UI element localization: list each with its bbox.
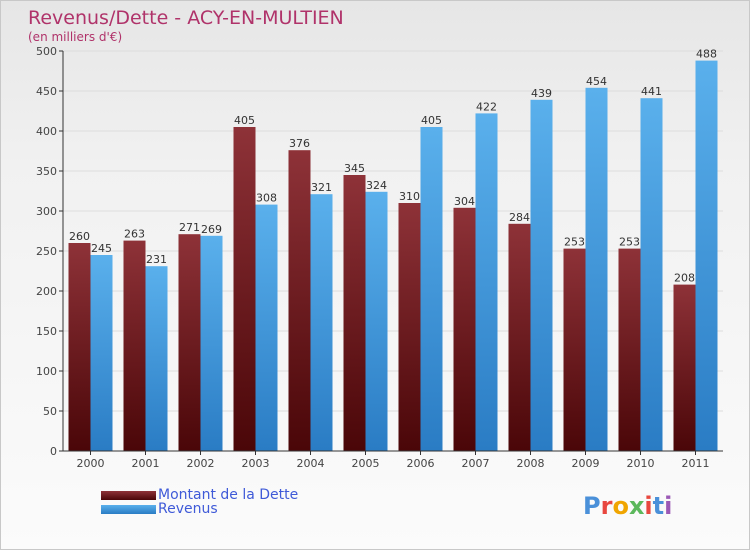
bar-dette-2007 <box>453 207 476 451</box>
data-label-dette-2011: 208 <box>674 272 695 285</box>
data-label-revenus-2009: 454 <box>586 75 607 88</box>
bar-revenus-2007 <box>475 113 498 452</box>
data-label-revenus-2003: 308 <box>256 192 277 205</box>
y-tick-label: 350 <box>36 165 57 178</box>
y-tick-label: 200 <box>36 285 57 298</box>
logo-letter: i <box>644 492 653 520</box>
data-label-dette-2000: 260 <box>69 230 90 243</box>
logo-letter: i <box>664 492 673 520</box>
data-label-dette-2006: 310 <box>399 190 420 203</box>
data-label-revenus-2008: 439 <box>531 87 552 100</box>
y-tick-label: 150 <box>36 325 57 338</box>
data-label-revenus-2002: 269 <box>201 223 222 236</box>
x-tick-label: 2008 <box>517 457 545 470</box>
logo-letter: r <box>600 492 613 520</box>
data-label-dette-2001: 263 <box>124 228 145 241</box>
x-tick-label: 2010 <box>627 457 655 470</box>
x-tick-label: 2007 <box>462 457 490 470</box>
x-tick-label: 2005 <box>352 457 380 470</box>
bar-revenus-2004 <box>310 194 333 451</box>
y-tick-label: 400 <box>36 125 57 138</box>
bar-revenus-2011 <box>695 60 718 451</box>
y-tick-label: 0 <box>50 445 57 458</box>
logo-letter: P <box>583 492 601 520</box>
bar-revenus-2005 <box>365 191 388 452</box>
y-tick-label: 450 <box>36 85 57 98</box>
y-tick-label: 100 <box>36 365 57 378</box>
legend-item-dette: Montant de la Dette <box>101 487 299 503</box>
x-tick-label: 2001 <box>132 457 160 470</box>
y-tick-label: 500 <box>36 45 57 58</box>
bar-revenus-2008 <box>530 99 553 452</box>
data-label-dette-2007: 304 <box>454 195 475 208</box>
bar-revenus-2010 <box>640 98 663 451</box>
bar-revenus-2003 <box>255 204 278 451</box>
bar-dette-2003 <box>233 127 256 451</box>
bar-revenus-2006 <box>420 127 443 451</box>
y-tick-label: 50 <box>43 405 57 418</box>
bar-dette-2011 <box>673 284 696 451</box>
x-tick-label: 2003 <box>242 457 270 470</box>
bar-revenus-2001 <box>145 266 168 451</box>
data-label-revenus-2011: 488 <box>696 48 717 61</box>
data-label-dette-2009: 253 <box>564 236 585 249</box>
data-label-dette-2002: 271 <box>179 221 200 234</box>
proxiti-logo: Proxiti <box>583 492 672 520</box>
bar-dette-2002 <box>178 234 201 451</box>
legend-swatch-dette <box>101 490 156 500</box>
legend-label-dette: Montant de la Dette <box>158 487 299 503</box>
data-label-dette-2003: 405 <box>234 114 255 127</box>
logo-letter: o <box>612 492 629 520</box>
bar-revenus-2002 <box>200 235 223 451</box>
data-label-revenus-2007: 422 <box>476 100 497 113</box>
bar-dette-2006 <box>398 203 421 451</box>
data-label-dette-2004: 376 <box>289 137 310 150</box>
data-label-revenus-2004: 321 <box>311 181 332 194</box>
data-label-revenus-2005: 324 <box>366 179 387 192</box>
legend-item-revenus: Revenus <box>101 501 218 517</box>
legend-swatch-revenus <box>101 504 156 514</box>
data-label-dette-2008: 284 <box>509 211 530 224</box>
x-tick-label: 2009 <box>572 457 600 470</box>
x-tick-label: 2002 <box>187 457 215 470</box>
bar-dette-2000 <box>68 243 91 451</box>
x-tick-label: 2011 <box>682 457 710 470</box>
chart-subtitle: (en milliers d'€) <box>28 30 123 44</box>
data-label-dette-2010: 253 <box>619 236 640 249</box>
bar-dette-2010 <box>618 248 641 451</box>
bar-dette-2005 <box>343 175 366 451</box>
x-tick-label: 2004 <box>297 457 325 470</box>
data-label-revenus-2000: 245 <box>91 242 112 255</box>
logo-letter: t <box>652 492 665 520</box>
data-label-revenus-2010: 441 <box>641 85 662 98</box>
data-label-revenus-2006: 405 <box>421 114 442 127</box>
bar-dette-2001 <box>123 240 146 451</box>
y-tick-label: 300 <box>36 205 57 218</box>
x-tick-label: 2006 <box>407 457 435 470</box>
data-label-dette-2005: 345 <box>344 162 365 175</box>
x-tick-label: 2000 <box>77 457 105 470</box>
y-tick-label: 250 <box>36 245 57 258</box>
chart-title: Revenus/Dette - ACY-EN-MULTIEN <box>28 7 344 29</box>
bar-dette-2009 <box>563 248 586 451</box>
bar-dette-2008 <box>508 223 531 451</box>
bar-revenus-2009 <box>585 87 608 452</box>
bar-dette-2004 <box>288 150 311 451</box>
data-label-revenus-2001: 231 <box>146 253 167 266</box>
bar-revenus-2000 <box>90 255 113 451</box>
logo-letter: x <box>628 492 645 520</box>
legend-label-revenus: Revenus <box>158 501 218 517</box>
